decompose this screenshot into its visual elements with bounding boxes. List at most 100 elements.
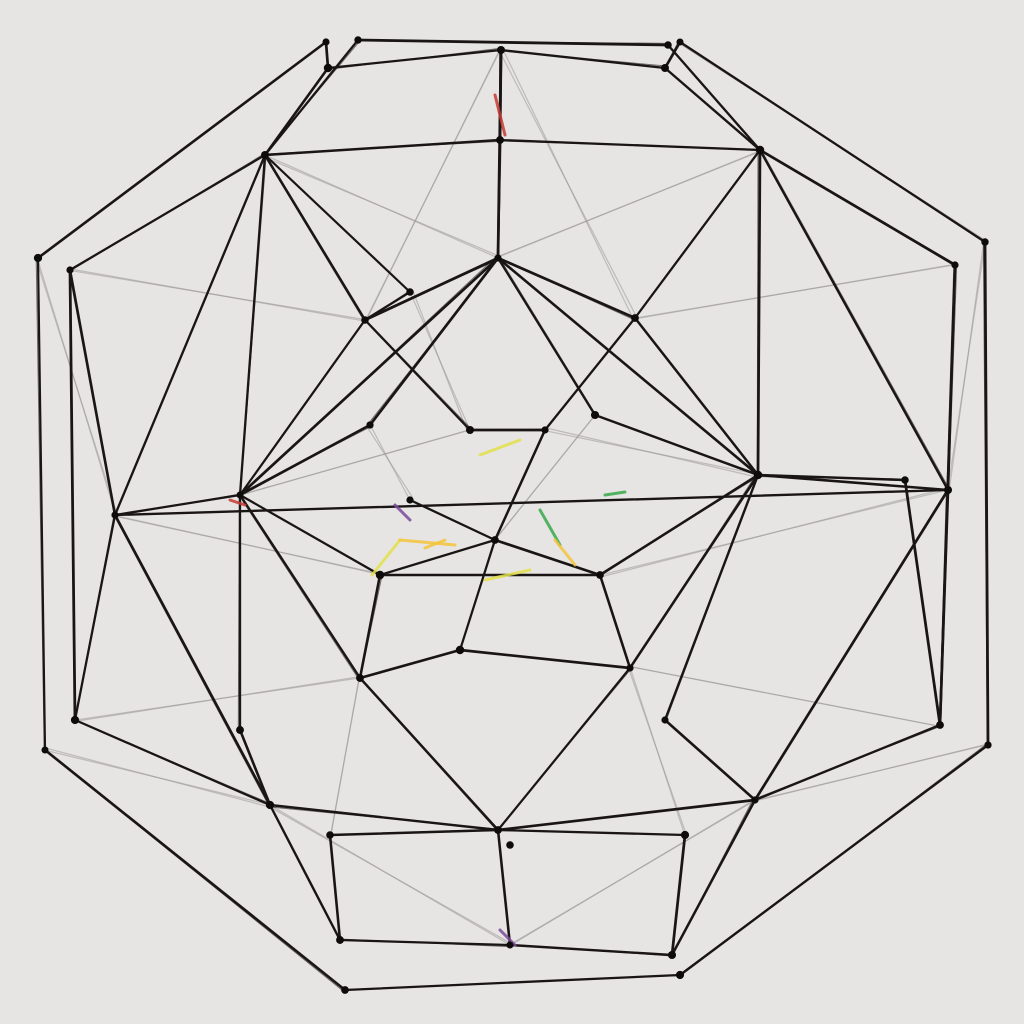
edge-shadow: [666, 44, 761, 152]
vertex: [265, 800, 275, 810]
ghost-edge: [114, 514, 381, 576]
polyhedron-vertices: [33, 36, 992, 994]
edge-shadow: [679, 41, 986, 243]
vertex: [680, 830, 690, 840]
edge-shadow: [69, 153, 264, 272]
vertex: [236, 726, 244, 734]
vertex: [261, 151, 269, 159]
vertex: [596, 571, 604, 579]
edge-shadow: [497, 830, 685, 836]
vertex: [667, 950, 677, 960]
edge-shadow: [663, 67, 761, 152]
vertex: [111, 511, 119, 519]
edge-shadow: [338, 938, 510, 948]
edge-shadow: [37, 42, 327, 259]
edge-shadow: [35, 256, 45, 752]
ghost-edge: [500, 151, 758, 257]
ghost-edge: [546, 427, 757, 478]
edge-shadow: [240, 494, 381, 575]
ghost-edge: [596, 486, 952, 579]
edge-shadow: [671, 835, 687, 955]
vertex: [491, 536, 499, 544]
edge-shadow: [359, 40, 669, 44]
vertex: [497, 46, 505, 54]
accent-stroke: [538, 508, 562, 547]
edge-shadow: [69, 270, 76, 720]
vertex: [336, 936, 344, 944]
edge: [238, 493, 362, 680]
edge: [263, 153, 367, 322]
vertex: [661, 64, 669, 72]
vertex: [755, 145, 765, 155]
edge: [758, 148, 950, 492]
edge-shadow: [367, 259, 498, 425]
ghost-edge: [330, 678, 360, 835]
vertex: [676, 38, 684, 46]
vertex: [375, 570, 385, 580]
edge-shadow: [494, 429, 546, 541]
edge-shadow: [495, 256, 635, 321]
accent-stroke: [553, 538, 577, 567]
ghost-edge: [510, 800, 755, 945]
vertex: [590, 410, 600, 420]
edge-shadow: [114, 493, 239, 517]
edge: [363, 318, 472, 432]
ghost-edge: [754, 743, 989, 802]
edge-shadow: [459, 539, 495, 651]
edge-shadow: [600, 475, 760, 574]
edge-shadow: [508, 943, 672, 957]
edge-shadow: [379, 539, 496, 576]
edge-shadow: [670, 798, 754, 957]
edge: [938, 488, 950, 727]
edge-shadow: [760, 150, 956, 265]
edge-shadow: [358, 676, 498, 832]
edge-shadow: [240, 730, 271, 805]
vertex: [981, 238, 989, 246]
edge-shadow: [237, 496, 240, 729]
edge-shadow: [665, 473, 759, 721]
accent-stroke: [228, 498, 247, 507]
edge-shadow: [364, 290, 410, 322]
ghost-edge: [499, 51, 637, 317]
vertex: [984, 741, 992, 749]
edge-shadow: [634, 149, 760, 319]
ghost-edge: [493, 413, 597, 542]
edge-shadow: [499, 140, 760, 150]
edge-shadow: [264, 154, 411, 293]
edge-shadow: [112, 513, 270, 807]
edge-shadow: [329, 47, 502, 70]
vertex: [943, 485, 953, 495]
vertex: [465, 425, 475, 435]
vertex: [341, 986, 349, 994]
accent-stroke: [478, 438, 522, 457]
edge: [983, 240, 990, 747]
edge-shadow: [761, 150, 950, 489]
accent-stroke: [483, 568, 532, 582]
vertex: [631, 314, 639, 322]
edge-shadow: [76, 720, 271, 805]
edge-shadow: [470, 428, 546, 432]
edge: [358, 573, 382, 680]
accent-stroke: [398, 538, 457, 547]
edge-shadow: [68, 269, 116, 517]
edge: [756, 148, 762, 477]
accent-stroke: [423, 538, 447, 550]
vertex: [322, 38, 330, 46]
edge-shadow: [237, 493, 360, 681]
ghost-edge: [269, 804, 511, 946]
edge: [36, 256, 47, 752]
edge-shadow: [495, 539, 601, 576]
accent-stroke: [393, 503, 412, 522]
vertex: [506, 941, 514, 949]
vertex: [41, 746, 49, 754]
ghost-edge: [46, 747, 269, 808]
edge-shadow: [263, 140, 500, 155]
vertex: [354, 36, 362, 44]
edge-shadow: [629, 473, 757, 670]
accent-stroke: [493, 93, 507, 137]
vertex: [366, 421, 374, 429]
edge-shadow: [757, 476, 904, 480]
